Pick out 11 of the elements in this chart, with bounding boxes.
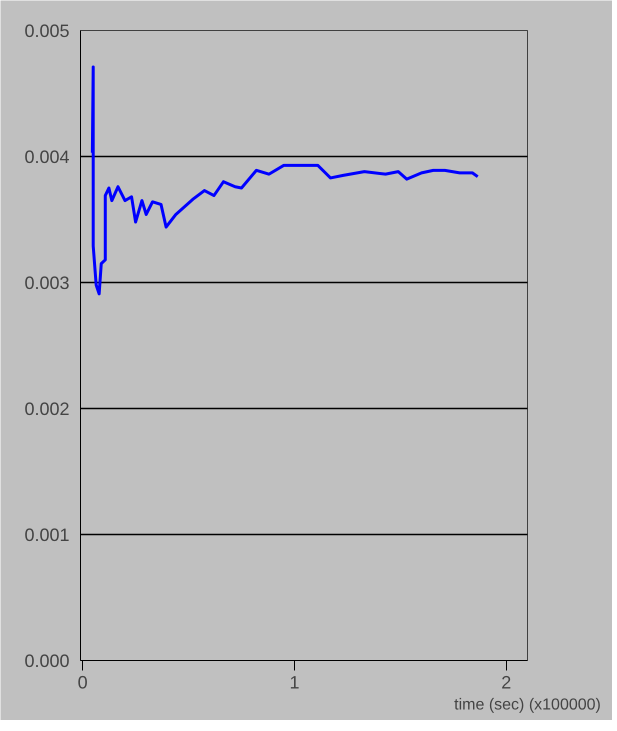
- y-tick-label: 0.001: [24, 525, 70, 545]
- x-tick-label: 1: [289, 672, 300, 692]
- x-tick-label: 0: [78, 672, 88, 692]
- y-tick-label: 0.000: [24, 651, 70, 671]
- y-tick-label: 0.005: [24, 21, 70, 41]
- y-tick-label: 0.002: [24, 399, 70, 419]
- y-tick-label: 0.004: [24, 147, 70, 167]
- line-series: [90, 66, 480, 296]
- y-tick-label: 0.003: [24, 273, 70, 293]
- x-axis-title: time (sec) (x100000): [454, 696, 601, 714]
- x-tick-label: 2: [501, 672, 512, 692]
